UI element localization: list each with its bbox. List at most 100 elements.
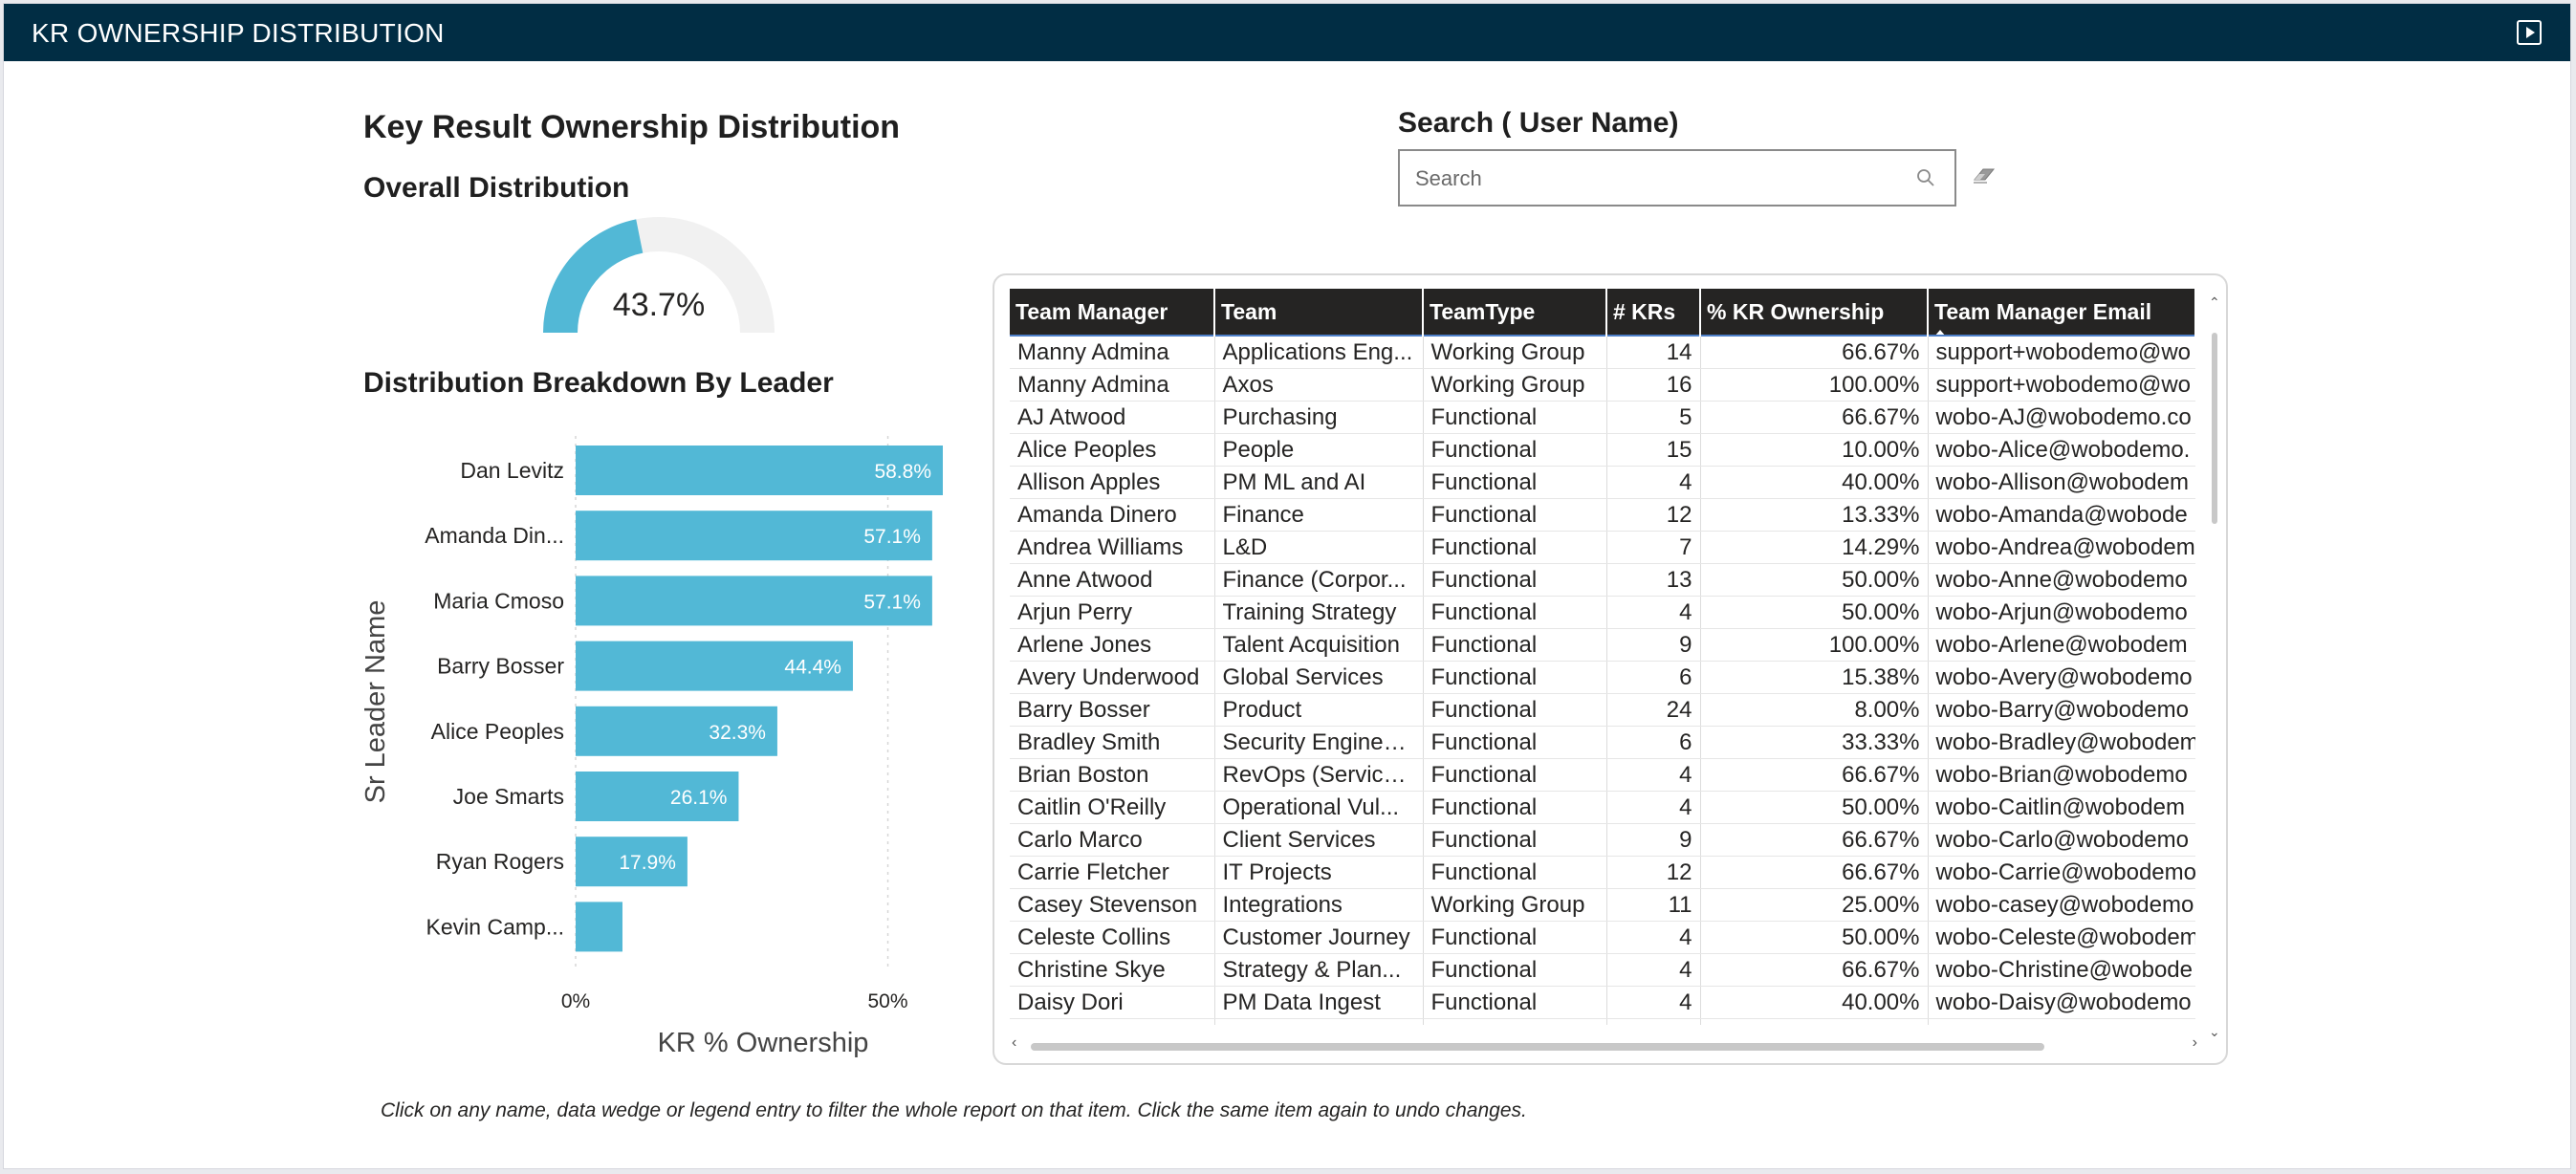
table-row[interactable]: Bradley Smith Security Enginee... Function…	[1010, 726, 2195, 759]
table-cell: 66.67%	[1700, 953, 1929, 987]
overall-gauge[interactable]	[539, 212, 778, 337]
category-label[interactable]: Kevin Camp...	[426, 914, 564, 939]
table-row[interactable]: Amanda Dinero Finance Functional 12 13.33% wo…	[1010, 498, 2195, 532]
bar[interactable]	[576, 837, 688, 887]
table-cell: 100.00%	[1700, 368, 1929, 402]
category-label[interactable]: Joe Smarts	[453, 784, 564, 809]
table-cell: wobo-Allison@wobodem	[1928, 466, 2195, 499]
table-cell: Allison Apples	[1010, 466, 1215, 499]
table-row[interactable]: Anne Atwood Finance (Corpor... Functional 1…	[1010, 563, 2195, 597]
table-row[interactable]: Allison Apples PM ML and AI Functional 4 40.…	[1010, 466, 2195, 499]
category-label[interactable]: Maria Cmoso	[433, 588, 564, 613]
table-row[interactable]: David JonesRevOpsFunctional625.00%wobo-D…	[1010, 1018, 2195, 1025]
bar[interactable]	[576, 576, 932, 626]
table-cell: 15.38%	[1700, 661, 1929, 694]
table-cell: support+wobodemo@wo	[1928, 368, 2195, 402]
table-cell: PM Data Ingest	[1214, 986, 1424, 1019]
table-cell: Functional	[1423, 466, 1607, 499]
search-input[interactable]	[1413, 161, 1876, 197]
category-label[interactable]: Ryan Rogers	[436, 849, 564, 874]
category-label[interactable]: Amanda Din...	[425, 523, 564, 548]
table-cell: wobo-Andrea@wobodem	[1928, 531, 2195, 564]
table-row[interactable]: Carlo Marco Client Services Functional 9 66.…	[1010, 823, 2195, 857]
table-row[interactable]: Christine Skye Strategy & Plan... Function…	[1010, 953, 2195, 987]
table-row[interactable]: Brian Boston RevOps (Services) Functional 4…	[1010, 758, 2195, 792]
column-header[interactable]: Team	[1214, 289, 1424, 336]
table-row[interactable]: Barry Bosser Product Functional 24 8.00% wobo…	[1010, 693, 2195, 727]
table-row[interactable]: Arlene Jones Talent Acquisition Functional…	[1010, 628, 2195, 662]
eraser-icon[interactable]	[1972, 164, 1997, 185]
horizontal-scrollbar[interactable]: ‹ ›	[1012, 1034, 2197, 1054]
scroll-right-icon[interactable]: ›	[2192, 1034, 2197, 1051]
table-row[interactable]: Avery Underwood Global Services Functional…	[1010, 661, 2195, 694]
table-cell: 14.29%	[1700, 531, 1929, 564]
team-table-viewport[interactable]: Team Manager Team TeamType # KRs% KR Owners…	[1010, 289, 2195, 1025]
column-header[interactable]: Team Manager	[1010, 289, 1215, 336]
table-cell: Integrations	[1214, 888, 1424, 922]
table-cell: wobo-DavidJ@wobodem	[1928, 1018, 2195, 1025]
table-cell: Bradley Smith	[1010, 726, 1215, 759]
table-cell: Talent Acquisition	[1214, 628, 1424, 662]
vertical-scroll-thumb[interactable]	[2212, 333, 2217, 524]
scroll-left-icon[interactable]: ‹	[1012, 1034, 1017, 1051]
bar[interactable]	[576, 706, 777, 756]
horizontal-scroll-thumb[interactable]	[1031, 1043, 2044, 1051]
vertical-scrollbar[interactable]: ⌃ ⌄	[2207, 294, 2222, 1040]
table-cell: Axos	[1214, 368, 1424, 402]
table-cell: 4	[1606, 466, 1701, 499]
table-cell: Working Group	[1423, 888, 1607, 922]
data-label: 58.8%	[874, 461, 931, 483]
table-cell: RevOps	[1214, 1018, 1424, 1025]
table-row[interactable]: AJ Atwood Purchasing Functional 5 66.67% wobo…	[1010, 401, 2195, 434]
column-header[interactable]: TeamType	[1423, 289, 1607, 336]
table-cell: Avery Underwood	[1010, 661, 1215, 694]
table-cell: 4	[1606, 921, 1701, 954]
table-cell: 66.67%	[1700, 401, 1929, 434]
table-row[interactable]: Arjun Perry Training Strategy Functional 4 5…	[1010, 596, 2195, 629]
table-cell: wobo-Arlene@wobodem	[1928, 628, 2195, 662]
search-icon[interactable]	[1916, 168, 1935, 187]
table-row[interactable]: Alice Peoples People Functional 15 10.00% wob…	[1010, 433, 2195, 467]
table-cell: Carrie Fletcher	[1010, 856, 1215, 889]
sort-ascending-icon	[1934, 330, 1946, 336]
table-row[interactable]: Carrie Fletcher IT Projects Functional 12 66…	[1010, 856, 2195, 889]
table-cell: Anne Atwood	[1010, 563, 1215, 597]
table-row[interactable]: Daisy Dori PM Data Ingest Functional 4 40.00…	[1010, 986, 2195, 1019]
table-row[interactable]: Manny Admina Applications Eng... Working G…	[1010, 335, 2195, 369]
breakdown-title: Distribution Breakdown By Leader	[363, 367, 834, 399]
table-row[interactable]: Caitlin O'Reilly Operational Vul... Functi…	[1010, 791, 2195, 824]
table-cell: Arlene Jones	[1010, 628, 1215, 662]
bar[interactable]	[576, 446, 943, 495]
table-cell: Manny Admina	[1010, 335, 1215, 369]
scroll-up-icon[interactable]: ⌃	[2209, 294, 2220, 310]
category-label[interactable]: Alice Peoples	[431, 719, 564, 744]
table-row[interactable]: Manny Admina Axos Working Group 16 100.00% su…	[1010, 368, 2195, 402]
bar[interactable]	[576, 772, 739, 821]
table-cell: 4	[1606, 758, 1701, 792]
table-cell: support+wobodemo@wo	[1928, 335, 2195, 369]
table-cell: 12	[1606, 498, 1701, 532]
table-row[interactable]: Celeste Collins Customer Journey Functiona…	[1010, 921, 2195, 954]
bar[interactable]	[576, 902, 622, 952]
table-cell: Purchasing	[1214, 401, 1424, 434]
bar[interactable]	[576, 641, 853, 691]
table-cell: 4	[1606, 986, 1701, 1019]
column-header[interactable]: Team Manager Email	[1928, 289, 2195, 336]
table-cell: Daisy Dori	[1010, 986, 1215, 1019]
table-cell: 15	[1606, 433, 1701, 467]
table-row[interactable]: Casey Stevenson Integrations Working Group…	[1010, 888, 2195, 922]
table-cell: wobo-Avery@wobodemo	[1928, 661, 2195, 694]
table-cell: wobo-Anne@wobodemo	[1928, 563, 2195, 597]
column-header[interactable]: % KR Ownership	[1700, 289, 1929, 336]
category-label[interactable]: Barry Bosser	[437, 654, 564, 679]
gauge-value: 43.7%	[612, 287, 706, 323]
table-cell: Strategy & Plan...	[1214, 953, 1424, 987]
expand-icon[interactable]	[2517, 20, 2542, 45]
scroll-down-icon[interactable]: ⌄	[2209, 1024, 2220, 1039]
column-header[interactable]: # KRs	[1606, 289, 1701, 336]
table-cell: Functional	[1423, 986, 1607, 1019]
table-cell: Caitlin O'Reilly	[1010, 791, 1215, 824]
category-label[interactable]: Dan Levitz	[460, 458, 564, 483]
bar[interactable]	[576, 511, 932, 561]
table-row[interactable]: Andrea Williams L&D Functional 7 14.29% wobo-…	[1010, 531, 2195, 564]
